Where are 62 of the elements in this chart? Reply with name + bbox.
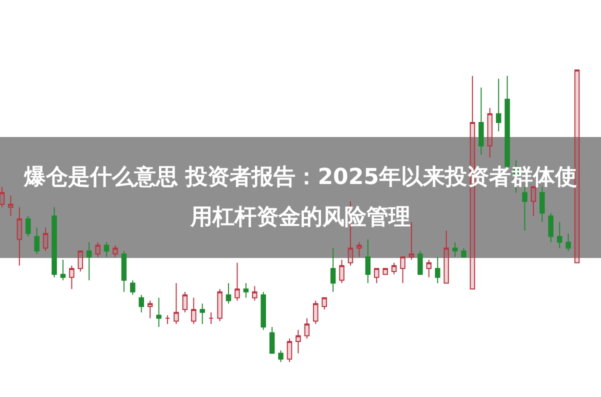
candlestick [286, 338, 292, 362]
candlestick [252, 286, 258, 302]
candlestick [217, 288, 222, 322]
candlestick [138, 294, 144, 313]
candlestick [26, 216, 31, 237]
candlestick [16, 206, 22, 266]
candlestick [418, 250, 423, 275]
candlestick [374, 268, 380, 284]
candlestick [121, 250, 127, 292]
candlestick [530, 186, 536, 216]
candlestick [34, 227, 40, 254]
candlestick [226, 282, 232, 304]
candlestick [566, 233, 571, 252]
candlestick [540, 186, 545, 222]
candlestick [426, 259, 432, 278]
candlestick [522, 186, 528, 232]
candlestick [269, 326, 275, 354]
candlestick [461, 248, 466, 258]
candlestick [278, 350, 284, 362]
candlestick [260, 291, 266, 330]
candlestick [104, 242, 110, 258]
candlestick [478, 87, 484, 156]
candlestick [147, 300, 153, 319]
candlestick [69, 265, 74, 290]
candlestick [339, 259, 344, 284]
candlestick [60, 259, 66, 281]
candlestick [78, 250, 84, 272]
candlestick [191, 297, 196, 325]
candlestick [8, 195, 14, 216]
candlestick [330, 248, 336, 292]
candlestick [365, 238, 371, 284]
candlestick [408, 221, 414, 260]
candlestick [42, 227, 48, 252]
candlestick [400, 256, 406, 284]
candlestick [130, 280, 136, 296]
candlestick [356, 242, 362, 258]
candlestick [444, 230, 449, 284]
candlestick [208, 312, 214, 325]
candlestick [487, 107, 493, 158]
candlestick [452, 242, 458, 258]
candlestick [304, 318, 310, 340]
candlestick [556, 221, 562, 249]
candlestick [313, 300, 318, 325]
candlestick [182, 291, 188, 313]
candlestick [382, 268, 388, 275]
candlestick [200, 303, 206, 325]
candlestick [164, 314, 170, 325]
candlestick [496, 78, 502, 132]
candlestick [322, 297, 327, 310]
candlestick [391, 262, 397, 275]
candlestick [234, 262, 240, 302]
candlestick [52, 206, 57, 278]
candlestick [548, 212, 554, 243]
candlestick [296, 329, 301, 354]
candlestick [112, 244, 118, 258]
candlestick [156, 297, 162, 328]
candlestick [434, 256, 440, 284]
candlestick [0, 186, 5, 208]
candlestick [86, 242, 92, 281]
candlestick [174, 282, 179, 325]
candlestick [95, 242, 100, 258]
candlestick [243, 282, 249, 298]
